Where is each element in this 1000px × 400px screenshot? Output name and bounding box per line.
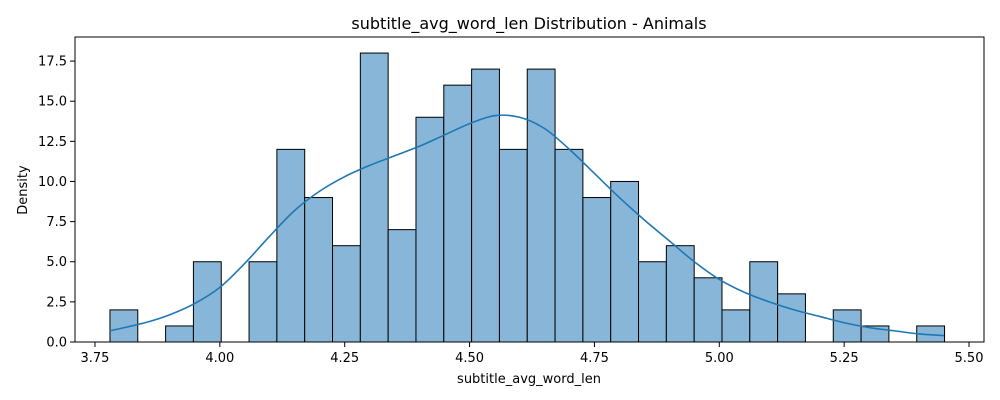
kde-curve [109,114,945,337]
y-tick-label: 0.0 [46,336,67,351]
histogram-bar [332,245,361,343]
histogram-bar [359,52,389,343]
chart-title: subtitle_avg_word_len Distribution - Ani… [351,14,706,34]
histogram-bar [638,261,667,343]
histogram-bar [471,68,500,343]
y-axis-ticks: 0.0 2.5 5.0 7.5 10.0 12.5 15.0 17.5 [38,55,75,351]
histogram-bar [415,116,445,343]
histogram-bar [387,229,417,343]
histogram-bar [498,148,528,343]
y-tick-label: 10.0 [38,175,67,190]
histogram-bar [777,293,806,343]
histogram-bar [721,309,751,343]
y-tick-label: 17.5 [38,55,67,70]
histogram-bar [610,180,640,343]
histogram-bar [304,197,334,343]
y-tick-label: 12.5 [38,135,67,150]
histogram-bar [693,277,723,343]
histogram-bar [749,261,779,343]
x-tick-label: 4.50 [455,351,484,366]
y-tick-label: 5.0 [46,255,67,270]
histogram-bar [165,325,194,343]
plot-frame [74,36,985,343]
x-tick-label: 5.00 [705,351,734,366]
histogram-bar [554,148,584,343]
histogram-bars [109,52,946,343]
x-tick-label: 4.25 [330,351,359,366]
histogram-bar [665,245,695,343]
y-tick-label: 7.5 [46,215,67,230]
y-axis-label: Density [16,165,31,215]
histogram-bar [582,197,612,343]
histogram-bar [526,68,556,343]
x-tick-label: 5.50 [955,351,984,366]
x-axis-ticks: 3.75 4.00 4.25 4.50 4.75 5.00 5.25 5.50 [81,342,984,366]
x-tick-label: 4.75 [580,351,609,366]
x-axis-label: subtitle_avg_word_len [457,372,601,387]
x-tick-label: 5.25 [830,351,859,366]
x-tick-label: 4.00 [205,351,234,366]
y-tick-label: 15.0 [38,95,67,110]
histogram-bar [248,261,278,343]
histogram-bar [276,148,306,343]
x-tick-label: 3.75 [81,351,110,366]
y-tick-label: 2.5 [46,295,67,310]
